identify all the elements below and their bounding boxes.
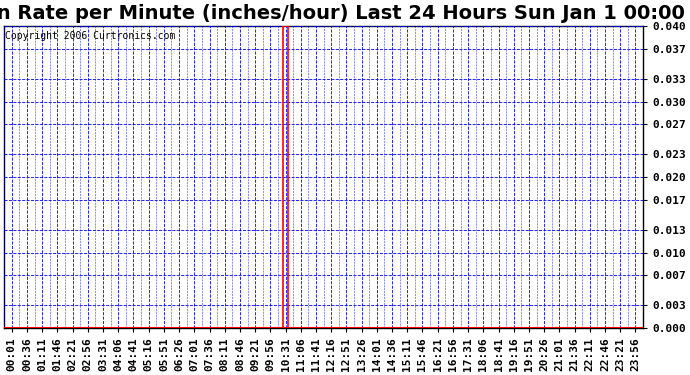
Text: Copyright 2006 Curtronics.com: Copyright 2006 Curtronics.com (6, 31, 176, 40)
Title: Rain Rate per Minute (inches/hour) Last 24 Hours Sun Jan 1 00:00: Rain Rate per Minute (inches/hour) Last … (0, 4, 685, 23)
